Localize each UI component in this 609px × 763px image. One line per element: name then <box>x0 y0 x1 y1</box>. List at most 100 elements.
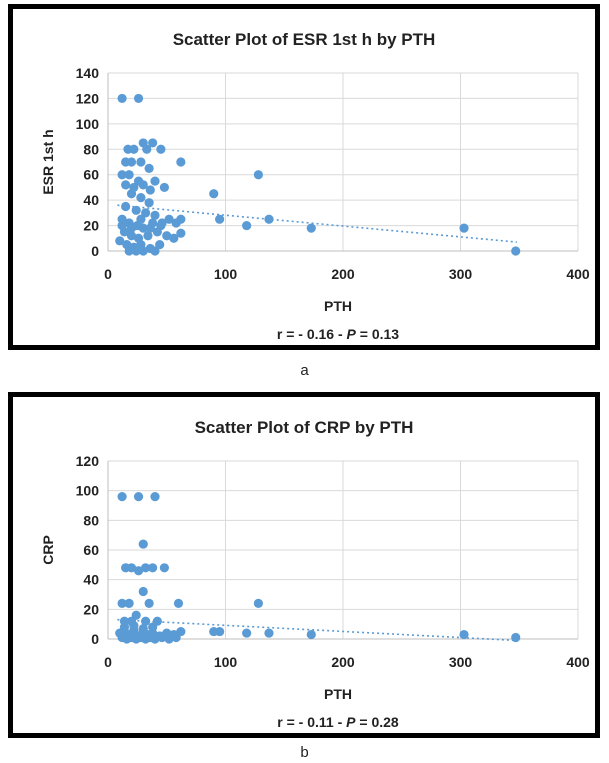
data-point <box>306 629 316 640</box>
data-point <box>264 214 274 224</box>
y-tick-label: 0 <box>91 243 99 259</box>
data-point <box>133 566 144 576</box>
y-tick-label: 20 <box>83 601 99 617</box>
data-point <box>215 626 225 637</box>
x-tick-label: 200 <box>331 654 355 670</box>
y-tick-label: 0 <box>91 631 99 647</box>
chart-a: Scatter Plot of ESR 1st h by PTH 0 20 40 60 8… <box>40 30 590 342</box>
y-tick-label: 20 <box>83 218 99 234</box>
data-point <box>157 218 167 228</box>
correlation-stat: r = - 0.16 - P = 0.13 <box>277 326 399 342</box>
data-point <box>159 563 169 573</box>
data-point <box>152 227 162 237</box>
data-point <box>169 233 179 243</box>
data-point <box>142 144 152 154</box>
data-point <box>176 157 186 167</box>
data-point <box>136 193 146 203</box>
y-tick-label: 120 <box>76 453 100 469</box>
chart-b: Scatter Plot of CRP by PTH 0 20 40 60 80 100 12… <box>40 418 590 730</box>
data-point <box>155 240 165 250</box>
trendline <box>117 204 517 243</box>
stat-p: P <box>347 326 357 342</box>
data-point <box>141 563 151 573</box>
data-point <box>138 539 148 549</box>
data-point <box>144 163 154 173</box>
y-tick-label: 60 <box>83 542 99 558</box>
x-tick-label: 300 <box>449 266 473 282</box>
stat-pval: = 0.13 <box>356 326 399 342</box>
data-point <box>176 228 186 238</box>
data-point <box>131 246 141 256</box>
data-point <box>148 138 158 148</box>
data-point <box>126 223 137 233</box>
data-point <box>306 223 316 233</box>
data-point <box>117 598 127 608</box>
y-tick-label: 100 <box>76 116 100 132</box>
data-point <box>150 492 160 502</box>
y-axis-label: ESR 1st h <box>40 129 56 194</box>
data-point <box>264 628 274 638</box>
stat-r: r = - 0.11 - <box>277 714 346 730</box>
data-point <box>136 214 146 224</box>
data-point <box>138 180 148 190</box>
data-point <box>133 93 144 104</box>
data-point <box>117 93 127 104</box>
data-point <box>242 628 252 638</box>
data-point <box>126 189 137 199</box>
data-point <box>164 214 174 224</box>
data-point <box>459 223 469 233</box>
y-tick-label: 80 <box>83 512 99 528</box>
data-point <box>157 632 167 643</box>
data-point <box>129 144 139 154</box>
x-tick-label: 300 <box>449 654 473 670</box>
correlation-stat: r = - 0.11 - P = 0.28 <box>277 714 399 730</box>
x-tick-label: 100 <box>214 266 238 282</box>
data-point <box>117 220 127 231</box>
x-tick-label: 200 <box>331 266 355 282</box>
y-tick-label: 60 <box>83 167 99 183</box>
y-tick-label: 120 <box>76 90 100 106</box>
data-point <box>145 185 155 195</box>
data-point <box>150 176 160 186</box>
data-point <box>159 182 169 193</box>
chart-title: Scatter Plot of CRP by PTH <box>195 418 414 437</box>
data-point <box>253 598 263 608</box>
data-point <box>150 210 160 220</box>
data-point <box>511 246 521 256</box>
data-point <box>144 598 154 608</box>
data-point <box>131 205 141 215</box>
data-point <box>126 231 137 241</box>
data-point <box>119 622 130 632</box>
data-point <box>459 629 469 640</box>
stat-pval: = 0.28 <box>356 714 399 730</box>
data-point <box>148 622 158 632</box>
y-tick-label: 140 <box>76 65 100 81</box>
data-point <box>156 144 166 154</box>
stat-p: P <box>346 714 356 730</box>
data-point <box>173 598 184 608</box>
caption-b: b <box>300 744 309 761</box>
data-point <box>117 492 127 502</box>
data-point <box>150 246 160 256</box>
data-point <box>145 223 155 233</box>
y-tick-label: 40 <box>83 192 99 208</box>
trendline <box>117 618 517 642</box>
data-point <box>141 616 151 626</box>
data-point <box>124 246 134 256</box>
y-axis-label: CRP <box>40 535 56 565</box>
data-point <box>171 632 181 643</box>
caption-a: a <box>300 362 309 379</box>
data-point <box>117 170 127 180</box>
data-point <box>253 170 263 180</box>
data-point <box>164 634 174 644</box>
x-tick-label: 400 <box>566 266 590 282</box>
data-point <box>209 189 219 199</box>
data-point <box>138 586 148 597</box>
data-point <box>133 492 144 502</box>
chart-panel-b: Scatter Plot of CRP by PTH 0 20 40 60 80 100 12… <box>8 392 600 738</box>
x-tick-label: 100 <box>214 654 238 670</box>
stat-r: r = - 0.16 - <box>277 326 347 342</box>
x-tick-label: 0 <box>104 654 112 670</box>
x-tick-label: 400 <box>566 654 590 670</box>
data-point <box>136 157 146 167</box>
